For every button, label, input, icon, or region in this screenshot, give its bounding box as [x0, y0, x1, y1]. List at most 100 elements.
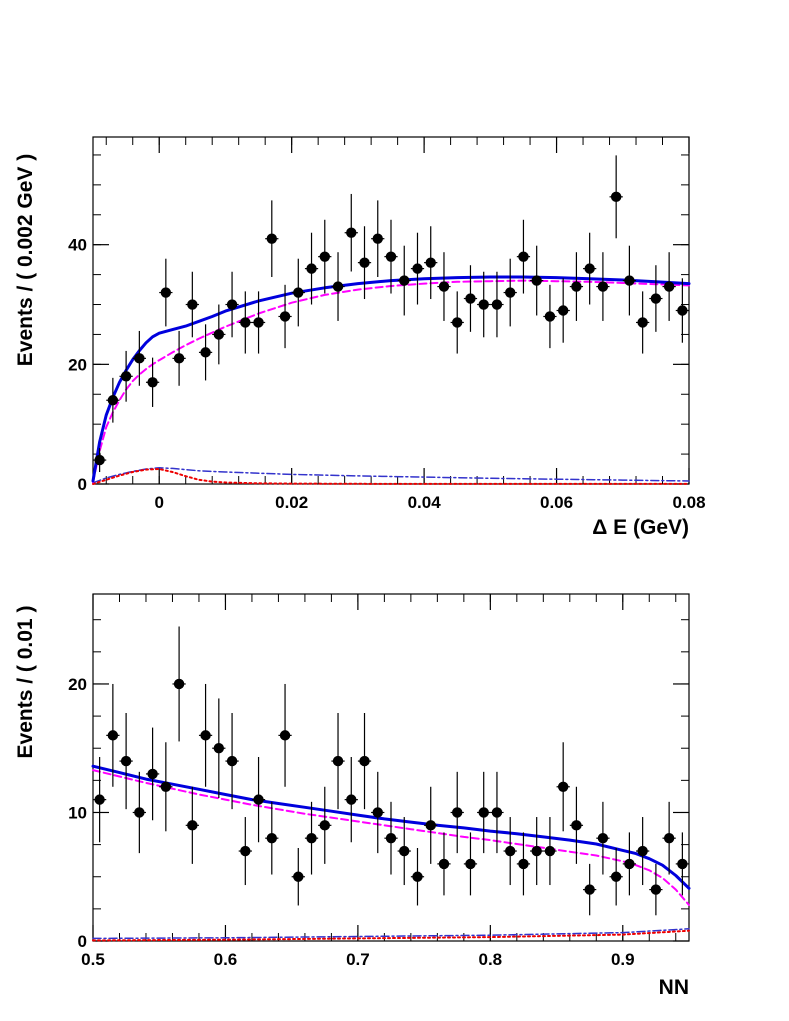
nn-data-marker [187, 820, 198, 831]
nn-data-marker [557, 781, 569, 792]
nn-data-marker [663, 832, 675, 844]
delta-e-dotted-curve [92, 468, 690, 485]
delta-e-data-point [119, 350, 133, 402]
nn-data-point [93, 757, 107, 843]
nn-data-point [675, 832, 689, 896]
nn-data-point [225, 712, 239, 810]
delta-e-data-point [106, 377, 120, 423]
nn-data-point [662, 801, 676, 875]
delta-e-data-point [424, 226, 438, 300]
nn-x-tick-label: 0.9 [611, 950, 635, 969]
delta-e-data-marker [650, 293, 662, 304]
nn-data-point [185, 786, 199, 864]
nn-data-point [238, 817, 252, 886]
nn-data-marker [279, 730, 291, 741]
delta-e-data-point [437, 252, 451, 321]
delta-e-data-point [384, 219, 398, 294]
nn-y-tick-label: 0 [78, 932, 87, 951]
delta-e-data-marker [610, 191, 622, 203]
delta-e-data-marker [412, 263, 423, 274]
nn-data-point [450, 771, 464, 854]
nn-data-point [583, 863, 597, 916]
delta-e-data-point [397, 245, 411, 316]
delta-e-data-point [450, 291, 464, 354]
nn-data-marker [372, 807, 383, 818]
nn-data-marker [478, 807, 489, 818]
nn-data-point [410, 848, 425, 906]
nn-data-marker [147, 768, 158, 780]
nn-data-marker [346, 794, 357, 805]
nn-data-point [543, 817, 557, 886]
delta-e-data-point [675, 278, 689, 343]
nn-data-marker [240, 845, 251, 857]
nn-data-point [159, 742, 173, 832]
nn-data-point [331, 712, 345, 810]
delta-e-data-point [344, 193, 358, 272]
delta-e-y-tick-label: 40 [68, 236, 87, 255]
delta-e-data-point [583, 232, 597, 305]
delta-e-data-point [490, 271, 504, 338]
nn-data-point [304, 801, 319, 875]
nn-x-axis-title: NN [659, 976, 689, 999]
delta-e-data-point [662, 252, 676, 321]
delta-e-panel: Events / ( 0.002 GeV ) Δ E (GeV) 0 0.02 0.… [14, 136, 706, 539]
nn-data-point [463, 832, 478, 896]
nn-data-point [106, 683, 120, 787]
delta-e-data-point [185, 271, 199, 338]
delta-e-x-tick-label: 0.04 [408, 493, 442, 512]
delta-e-data-point [609, 155, 623, 239]
nn-data-marker [226, 755, 238, 767]
delta-e-data-marker [425, 257, 436, 268]
nn-data-point [636, 817, 650, 886]
nn-data-marker [505, 845, 516, 857]
nn-data-point [119, 712, 133, 810]
delta-e-data-marker [346, 227, 357, 238]
nn-data-point [145, 727, 160, 821]
delta-e-x-tick-label: 0.08 [672, 493, 705, 512]
nn-data-marker [531, 845, 542, 857]
nn-data-marker [173, 678, 185, 690]
nn-data-point [384, 801, 398, 875]
nn-x-tick-label: 0.7 [346, 950, 370, 969]
delta-e-data-marker [319, 251, 330, 262]
delta-e-data-marker [120, 371, 132, 382]
delta-e-data-marker [332, 281, 344, 292]
nn-data-point [622, 832, 637, 896]
delta-e-data-marker [624, 275, 635, 286]
delta-e-data-point [596, 252, 610, 321]
delta-e-data-point [265, 200, 279, 278]
delta-e-data-marker [279, 311, 291, 322]
delta-e-data-marker [571, 281, 582, 292]
nn-data-point [251, 757, 266, 843]
nn-data-marker [134, 807, 145, 818]
delta-e-data-point [569, 252, 584, 321]
nn-data-point [172, 626, 186, 742]
delta-e-data-marker [240, 317, 251, 328]
delta-e-data-point [477, 271, 491, 338]
nn-data-point [278, 683, 292, 787]
delta-e-data-marker [452, 317, 463, 328]
nn-data-point [437, 832, 451, 896]
delta-e-data-marker [505, 287, 516, 298]
nn-x-tick-label: 0.5 [81, 950, 105, 969]
nn-data-marker [120, 755, 132, 767]
delta-e-data-marker [200, 347, 211, 358]
nn-data-marker [438, 858, 450, 870]
delta-e-data-point [304, 232, 319, 305]
delta-e-data-marker [226, 299, 238, 310]
delta-e-data-marker [107, 395, 119, 406]
delta-e-data-marker [518, 251, 529, 262]
delta-e-data-point [371, 200, 385, 278]
delta-e-data-marker [306, 263, 317, 274]
nn-data-marker [584, 884, 595, 895]
delta-e-data-marker [438, 281, 450, 292]
delta-e-data-marker [544, 311, 556, 322]
delta-e-data-marker [465, 293, 476, 304]
delta-e-data-point [357, 226, 372, 300]
delta-e-x-tick-label: 0.06 [540, 493, 573, 512]
nn-y-axis-title: Events / ( 0.01 ) [14, 606, 37, 759]
nn-data-marker [597, 832, 609, 844]
nn-data-point [291, 848, 305, 906]
